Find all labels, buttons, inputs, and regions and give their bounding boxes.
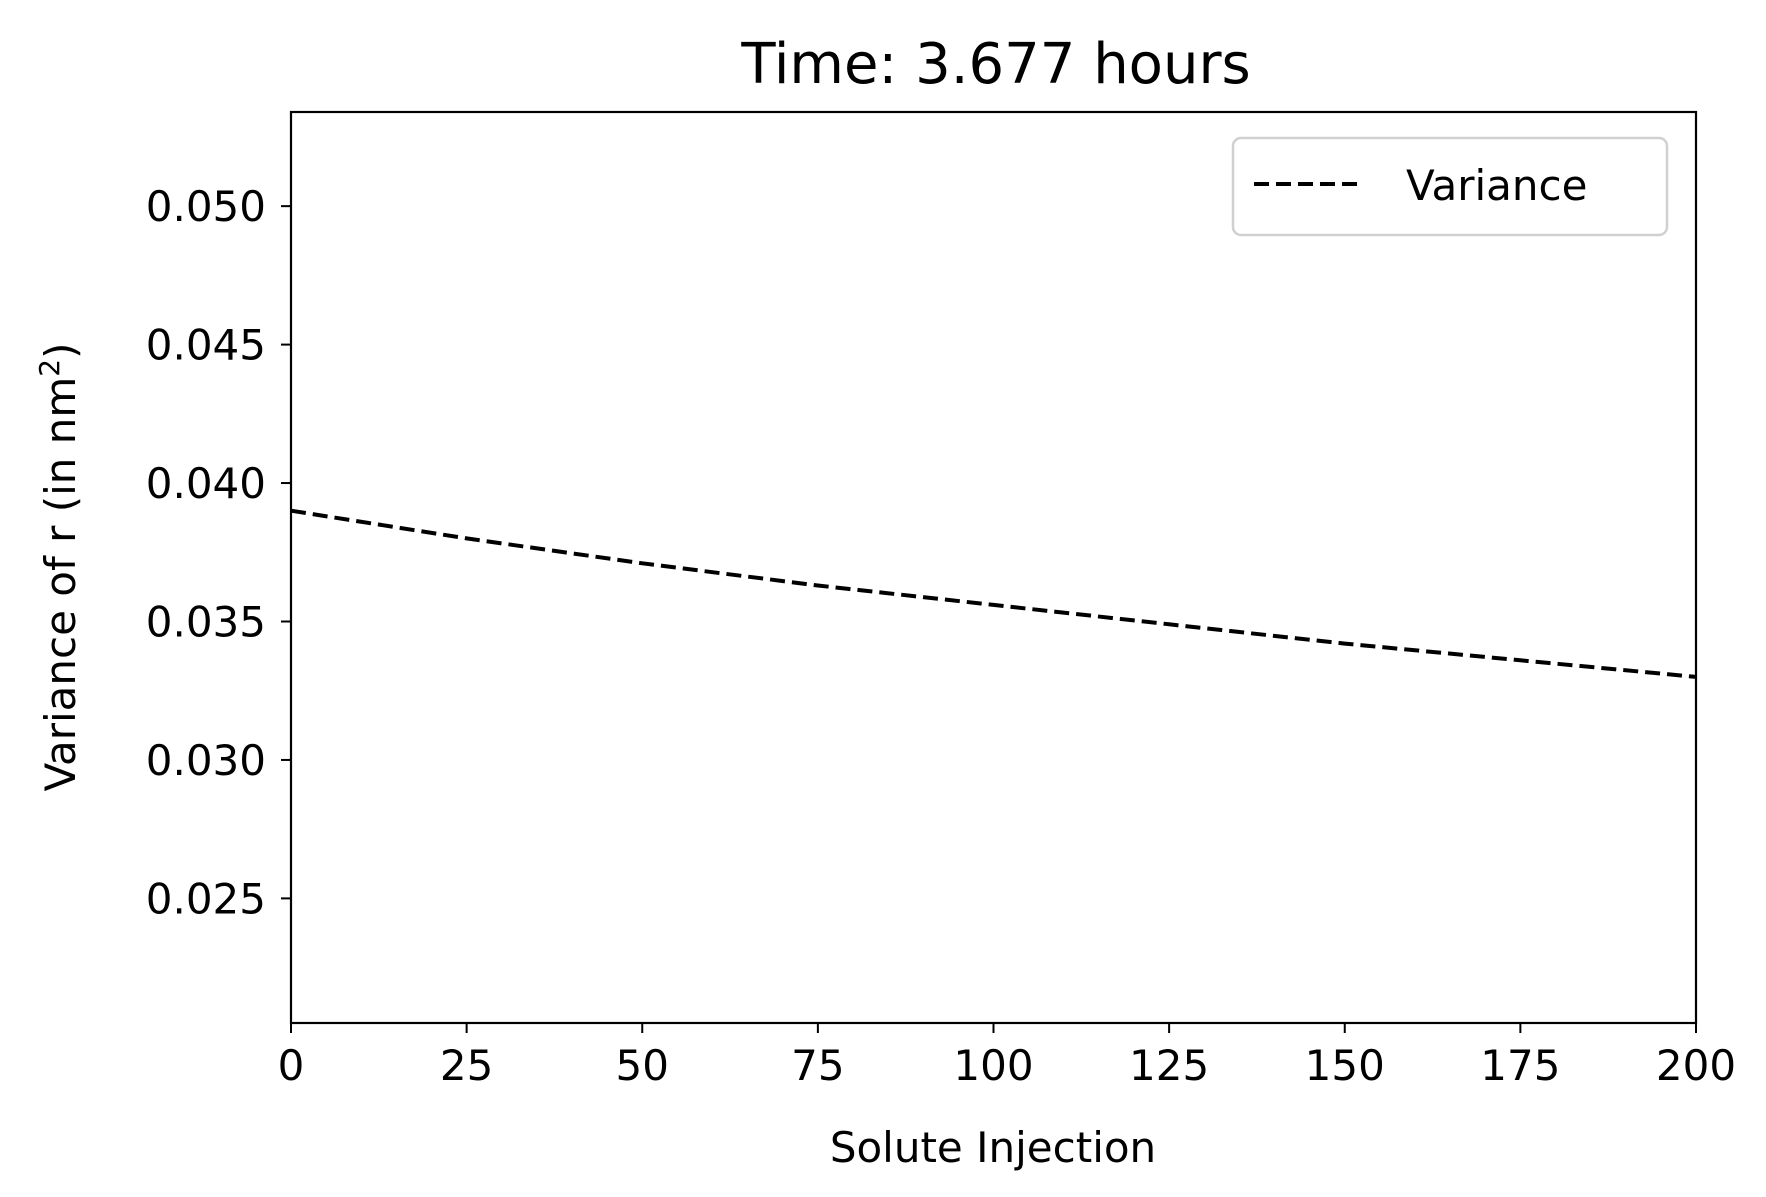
y-axis-label-sup: 2 [33, 359, 66, 377]
axes-frame [289, 110, 1698, 1025]
chart-title: Time: 3.677 hours [740, 32, 1250, 97]
x-tick-label: 75 [791, 1041, 844, 1090]
legend-label: Variance [1406, 161, 1587, 210]
x-tick-label: 200 [1656, 1041, 1736, 1090]
x-tick-label: 0 [278, 1041, 305, 1090]
x-axis-label: Solute Injection [830, 1123, 1156, 1172]
y-tick-label: 0.025 [146, 874, 266, 923]
x-tick-label: 175 [1480, 1041, 1560, 1090]
x-tick-label: 50 [616, 1041, 669, 1090]
y-tick-label: 0.030 [146, 736, 266, 785]
x-axis: 0 25 50 75 100 125 150 175 200 [278, 1023, 1736, 1090]
y-axis-label-main: Variance of r (in nm [36, 377, 85, 792]
plot-area [290, 508, 1697, 679]
x-tick-label: 150 [1305, 1041, 1385, 1090]
x-tick-label: 100 [953, 1041, 1033, 1090]
y-tick-label: 0.045 [146, 321, 266, 370]
x-tick-label: 125 [1129, 1041, 1209, 1090]
y-tick-label: 0.035 [146, 597, 266, 646]
legend: Variance [1231, 136, 1669, 237]
y-tick-label: 0.040 [146, 459, 266, 508]
series-line-variance [290, 508, 1697, 679]
y-axis-label: Variance of r (in nm2) [33, 342, 85, 791]
y-axis-label-tail: ) [36, 342, 85, 358]
legend-box [1231, 136, 1669, 237]
x-tick-label: 25 [440, 1041, 493, 1090]
y-axis: 0.025 0.030 0.035 0.040 0.045 0.050 [146, 182, 291, 923]
y-tick-label: 0.050 [146, 182, 266, 231]
